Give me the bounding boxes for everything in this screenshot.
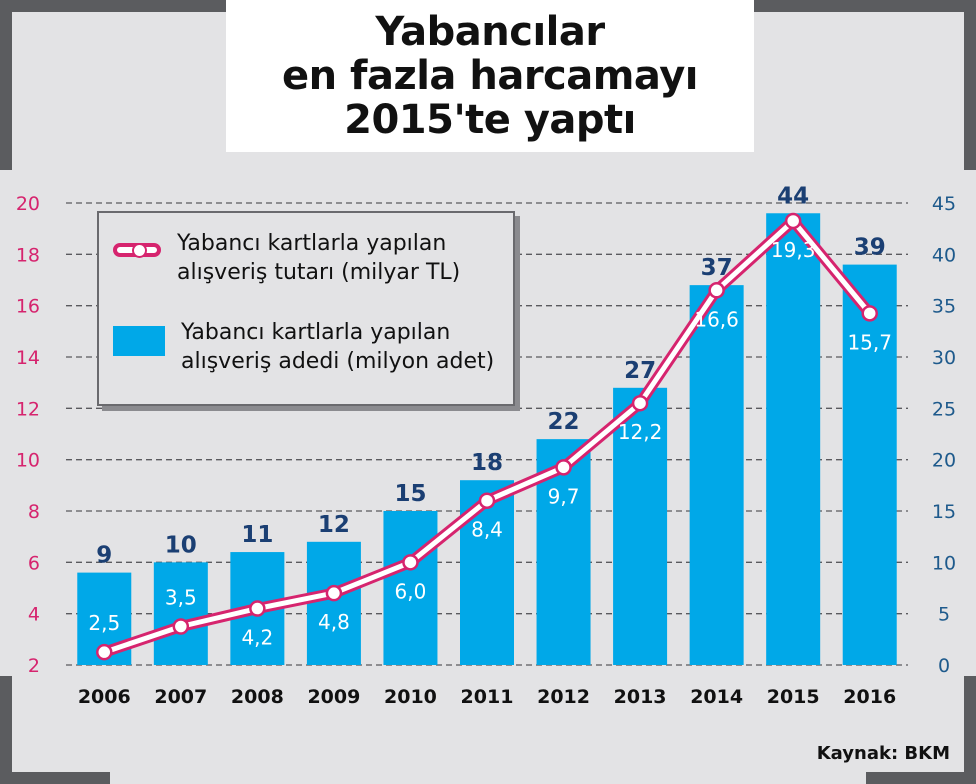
line-point <box>478 492 496 509</box>
title-line-1: Yabancılar <box>375 9 605 55</box>
bar-value-label: 18 <box>471 450 503 476</box>
bar-value-label: 39 <box>854 235 886 261</box>
line-point <box>555 459 572 476</box>
y-left-tick-label: 4 <box>28 604 40 626</box>
title-line-2: en fazla harcamayı <box>282 53 698 99</box>
y-left-tick-label: 10 <box>16 450 40 472</box>
frame-corner-bottom-right-bar <box>866 772 976 784</box>
x-tick-label: 2008 <box>231 686 284 708</box>
y-right-tick-label: 0 <box>938 655 950 677</box>
y-left-tick-label: 18 <box>16 244 40 266</box>
bar <box>306 541 361 665</box>
bar-value-label: 44 <box>777 183 809 209</box>
line-value-label: 6,0 <box>395 579 427 603</box>
line-point <box>631 394 649 412</box>
legend-line-label: Yabancı kartlarla yapılan alışveriş tuta… <box>177 231 461 285</box>
bar-value-label: 12 <box>318 512 350 538</box>
line-value-label: 8,4 <box>471 518 503 542</box>
line-value-label: 15,7 <box>847 330 892 354</box>
y-left-tick-label: 12 <box>16 398 40 420</box>
x-tick-label: 2010 <box>384 686 437 708</box>
frame-corner-bottom-right <box>964 676 976 784</box>
frame-corner-top-right-bar <box>754 0 976 12</box>
y-left-tick-label: 14 <box>16 347 40 369</box>
source-note: Kaynak: BKM <box>816 743 950 764</box>
frame-corner-top-right <box>964 0 976 170</box>
line-value-label: 3,5 <box>165 586 197 610</box>
y-right-tick-label: 45 <box>932 193 956 215</box>
y-left-tick-label: 20 <box>16 193 40 215</box>
bar <box>689 285 744 665</box>
line-value-label: 9,7 <box>548 484 580 508</box>
y-left-tick-label: 2 <box>28 655 40 677</box>
frame-corner-bottom-left-bar <box>0 772 110 784</box>
y-left-tick-label: 6 <box>28 552 40 574</box>
frame-corner-top-left <box>0 0 12 170</box>
x-tick-label: 2014 <box>690 686 743 708</box>
legend-item-bar: Yabancı kartlarla yapılan alışveriş aded… <box>113 318 511 376</box>
line-value-label: 2,5 <box>88 611 120 635</box>
x-tick-label: 2016 <box>843 686 896 708</box>
bar <box>383 511 438 665</box>
line-value-label: 4,2 <box>241 626 273 650</box>
bar-value-label: 22 <box>548 409 580 435</box>
y-right-tick-label: 20 <box>932 450 956 472</box>
legend-bar-label: Yabancı kartlarla yapılan alışveriş aded… <box>181 320 495 374</box>
y-left-tick-label: 8 <box>28 501 40 523</box>
legend: Yabancı kartlarla yapılan alışveriş tuta… <box>97 211 515 406</box>
line-point <box>708 282 725 299</box>
x-tick-label: 2009 <box>307 686 360 708</box>
y-right-tick-label: 25 <box>932 398 956 420</box>
line-point <box>249 600 266 617</box>
frame-corner-bottom-left <box>0 676 12 784</box>
y-right-tick-label: 5 <box>938 604 950 626</box>
y-right-tick-label: 40 <box>932 244 956 266</box>
bar-value-label: 15 <box>394 481 426 507</box>
x-tick-label: 2006 <box>78 686 131 708</box>
bar <box>153 562 208 665</box>
line-point <box>402 554 419 571</box>
frame-corner-top-left-bar <box>0 0 226 12</box>
y-left-tick-label: 16 <box>16 296 40 318</box>
bar-value-label: 9 <box>96 543 112 569</box>
legend-bar-swatch <box>113 326 165 356</box>
x-tick-label: 2011 <box>461 686 514 708</box>
y-right-tick-label: 10 <box>932 552 956 574</box>
bar <box>842 264 897 665</box>
x-tick-label: 2012 <box>537 686 590 708</box>
x-tick-label: 2007 <box>154 686 207 708</box>
x-tick-label: 2015 <box>767 686 820 708</box>
legend-item-line: Yabancı kartlarla yapılan alışveriş tuta… <box>113 229 507 287</box>
line-value-label: 12,2 <box>618 420 663 444</box>
line-point <box>784 212 802 230</box>
line-point <box>325 584 343 602</box>
line-point <box>861 305 878 322</box>
line-value-label: 4,8 <box>318 610 350 634</box>
bar-value-label: 10 <box>165 532 197 558</box>
y-right-tick-label: 30 <box>932 347 956 369</box>
y-right-tick-label: 35 <box>932 296 956 318</box>
line-point <box>172 618 190 635</box>
line-value-label: 19,3 <box>771 238 816 262</box>
legend-line-swatch <box>113 243 161 258</box>
x-tick-label: 2013 <box>614 686 667 708</box>
bar-value-label: 11 <box>241 522 273 548</box>
chart-title: Yabancılar en fazla harcamayı 2015'te ya… <box>226 0 754 152</box>
line-point <box>96 643 113 661</box>
line-value-label: 16,6 <box>694 307 739 331</box>
y-right-tick-label: 15 <box>932 501 956 523</box>
title-line-3: 2015'te yaptı <box>344 97 636 143</box>
bar <box>613 387 668 665</box>
bar <box>766 213 821 665</box>
